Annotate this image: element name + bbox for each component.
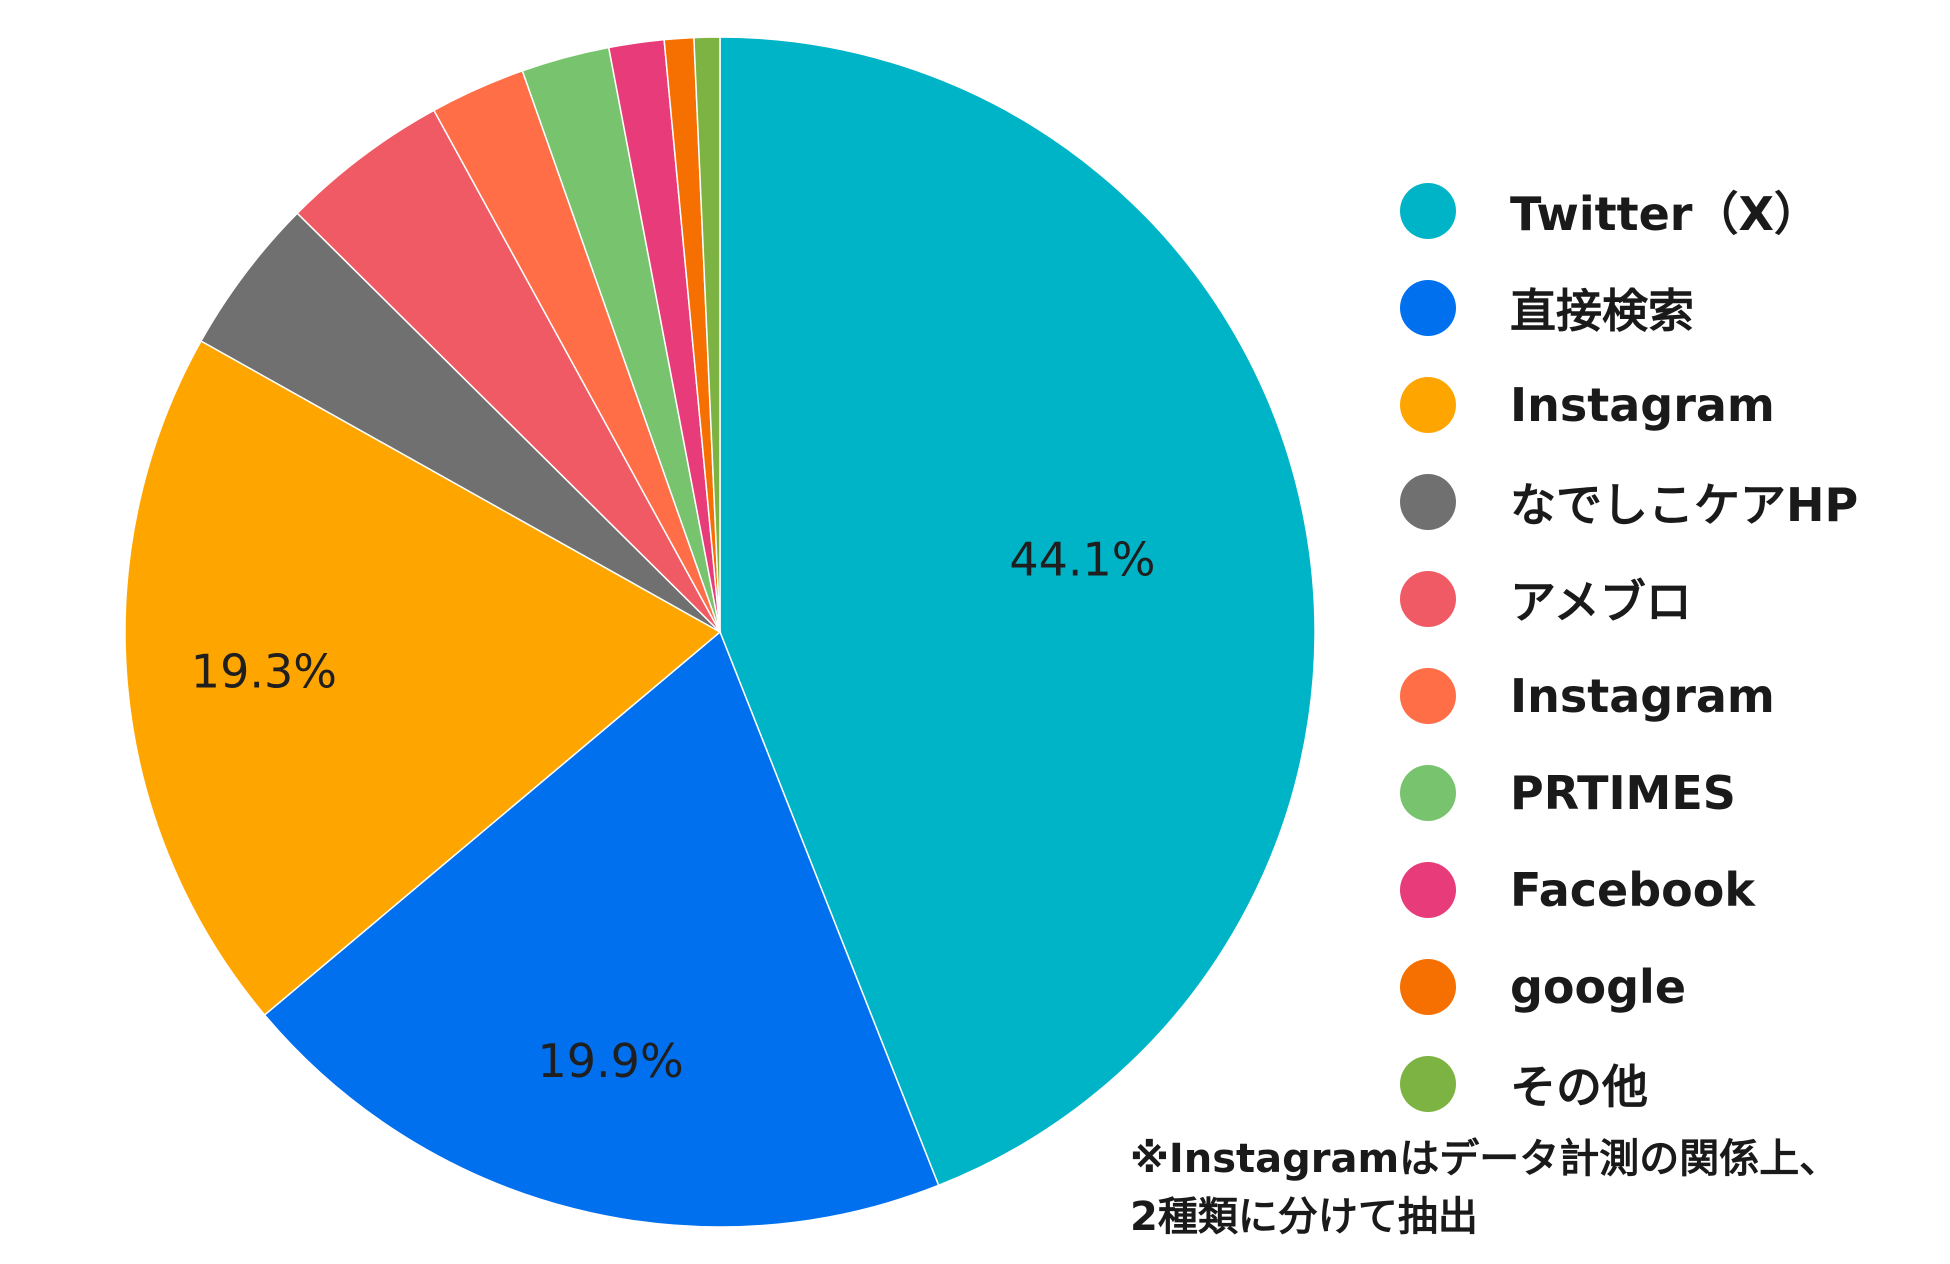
legend-item-1: 直接検索	[1400, 259, 1858, 356]
legend-swatch-2	[1400, 376, 1456, 433]
legend-swatch-6	[1400, 764, 1456, 821]
legend-label-5: Instagram	[1510, 668, 1775, 723]
legend-label-9: その他	[1510, 1059, 1648, 1114]
chart-note: ※Instagramはデータ計測の関係上、 2種類に分けて抽出	[1130, 1130, 1839, 1246]
legend-label-8: google	[1510, 959, 1687, 1014]
slice-data-label-0: 44.1%	[1009, 533, 1155, 587]
legend-label-4: アメブロ	[1510, 574, 1692, 629]
legend-swatch-8	[1400, 958, 1456, 1015]
legend: Twitter（X） 直接検索 Instagram なでしこケアHP アメブロ Insta…	[1400, 162, 1858, 1132]
legend-item-6: PRTIMES	[1400, 744, 1858, 841]
slice-data-label-2: 19.3%	[191, 645, 337, 699]
note-line-1: ※Instagramはデータ計測の関係上、	[1130, 1136, 1840, 1182]
legend-item-9: その他	[1400, 1035, 1858, 1132]
legend-swatch-7	[1400, 861, 1456, 918]
legend-label-6: PRTIMES	[1510, 765, 1736, 820]
legend-item-8: google	[1400, 938, 1858, 1035]
slice-data-label-1: 19.9%	[538, 1034, 684, 1088]
pie-slice-9	[693, 36, 721, 633]
legend-label-3: なでしこケアHP	[1510, 477, 1859, 532]
legend-swatch-1	[1400, 279, 1456, 336]
legend-label-2: Instagram	[1510, 377, 1775, 432]
note-line-2: 2種類に分けて抽出	[1130, 1194, 1478, 1240]
legend-item-3: なでしこケアHP	[1400, 453, 1858, 550]
pie-slice-2	[124, 339, 722, 1016]
legend-label-7: Facebook	[1510, 862, 1755, 917]
legend-item-5: Instagram	[1400, 647, 1858, 744]
pie-slice-1	[263, 630, 940, 1228]
legend-swatch-0	[1400, 182, 1456, 239]
legend-label-0: Twitter（X）	[1510, 186, 1820, 241]
legend-item-7: Facebook	[1400, 841, 1858, 938]
legend-label-1: 直接検索	[1510, 283, 1694, 338]
legend-item-2: Instagram	[1400, 356, 1858, 453]
legend-swatch-3	[1400, 473, 1456, 530]
legend-item-0: Twitter（X）	[1400, 162, 1858, 259]
legend-swatch-5	[1400, 667, 1456, 724]
legend-swatch-4	[1400, 570, 1456, 627]
pie-slice-0	[719, 36, 1316, 1187]
pie-slice-4	[296, 109, 721, 633]
legend-item-4: アメブロ	[1400, 550, 1858, 647]
legend-swatch-9	[1400, 1055, 1456, 1112]
